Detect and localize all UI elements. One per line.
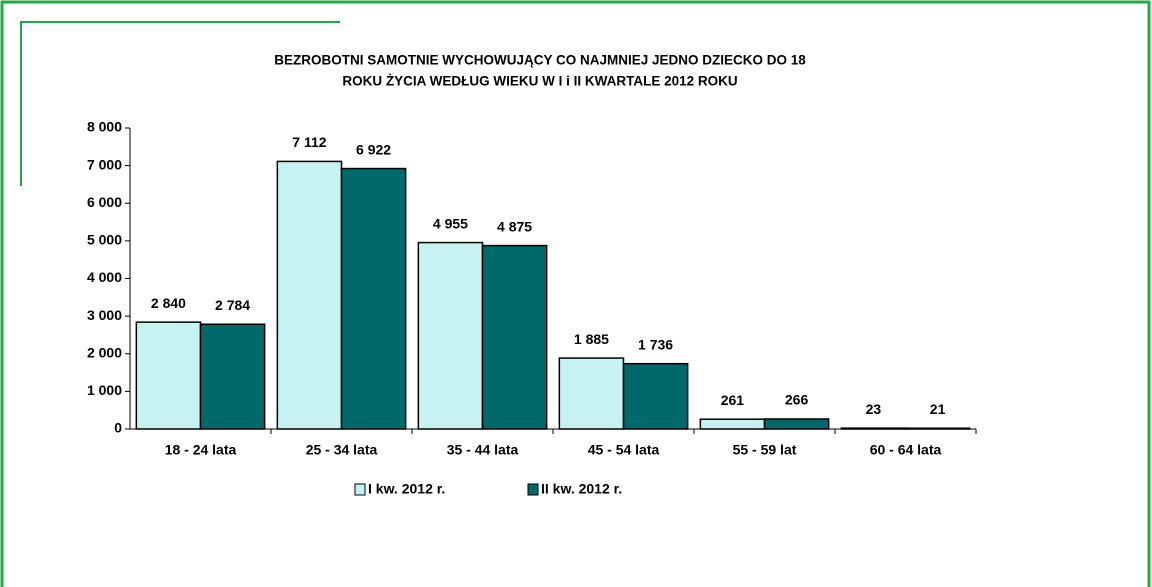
y-tick-label: 8 000 <box>87 119 122 135</box>
value-label: 2 784 <box>215 297 250 313</box>
value-label: 4 875 <box>497 218 532 234</box>
bar <box>699 418 766 430</box>
y-tick-label: 0 <box>114 420 122 436</box>
y-tick-label: 1 000 <box>87 382 122 398</box>
value-label: 261 <box>721 392 745 408</box>
y-tick-label: 5 000 <box>87 232 122 248</box>
value-label: 23 <box>866 401 882 417</box>
bar <box>763 418 830 430</box>
value-label: 2 840 <box>151 295 186 311</box>
bar <box>840 427 907 430</box>
bar <box>417 241 484 430</box>
bar <box>135 321 202 430</box>
bar <box>481 244 548 430</box>
y-tick-label: 2 000 <box>87 344 122 360</box>
value-label: 6 922 <box>356 141 391 157</box>
value-label: 4 955 <box>433 215 468 231</box>
chart-title: ROKU ŻYCIA WEDŁUG WIEKU W I i II KWARTAL… <box>342 74 737 89</box>
legend-swatch <box>354 483 366 496</box>
legend-label: II kw. 2012 r. <box>541 481 622 497</box>
value-label: 1 885 <box>574 331 609 347</box>
y-tick-label: 4 000 <box>87 269 122 285</box>
chart-title: BEZROBOTNI SAMOTNIE WYCHOWUJĄCY CO NAJMN… <box>274 53 806 68</box>
value-label: 1 736 <box>638 336 673 352</box>
value-label: 266 <box>785 392 809 408</box>
x-tick-label: 60 - 64 lata <box>870 442 942 458</box>
legend-label: I kw. 2012 r. <box>368 481 445 497</box>
bar <box>558 357 625 430</box>
bar <box>904 427 971 430</box>
frame-accent <box>20 21 340 186</box>
y-tick-label: 7 000 <box>87 156 122 172</box>
bar <box>199 323 266 430</box>
y-tick-label: 3 000 <box>87 307 122 323</box>
x-tick-label: 25 - 34 lata <box>306 442 378 458</box>
x-tick-label: 45 - 54 lata <box>588 442 660 458</box>
bar <box>340 167 407 430</box>
value-label: 7 112 <box>292 134 326 150</box>
bar <box>276 160 343 430</box>
bar <box>622 362 689 430</box>
value-label: 21 <box>930 401 946 417</box>
legend-swatch <box>527 483 539 496</box>
x-tick-label: 35 - 44 lata <box>447 442 519 458</box>
x-tick-label: 55 - 59 lat <box>733 442 797 458</box>
x-tick-label: 18 - 24 lata <box>165 442 237 458</box>
y-tick-label: 6 000 <box>87 194 122 210</box>
